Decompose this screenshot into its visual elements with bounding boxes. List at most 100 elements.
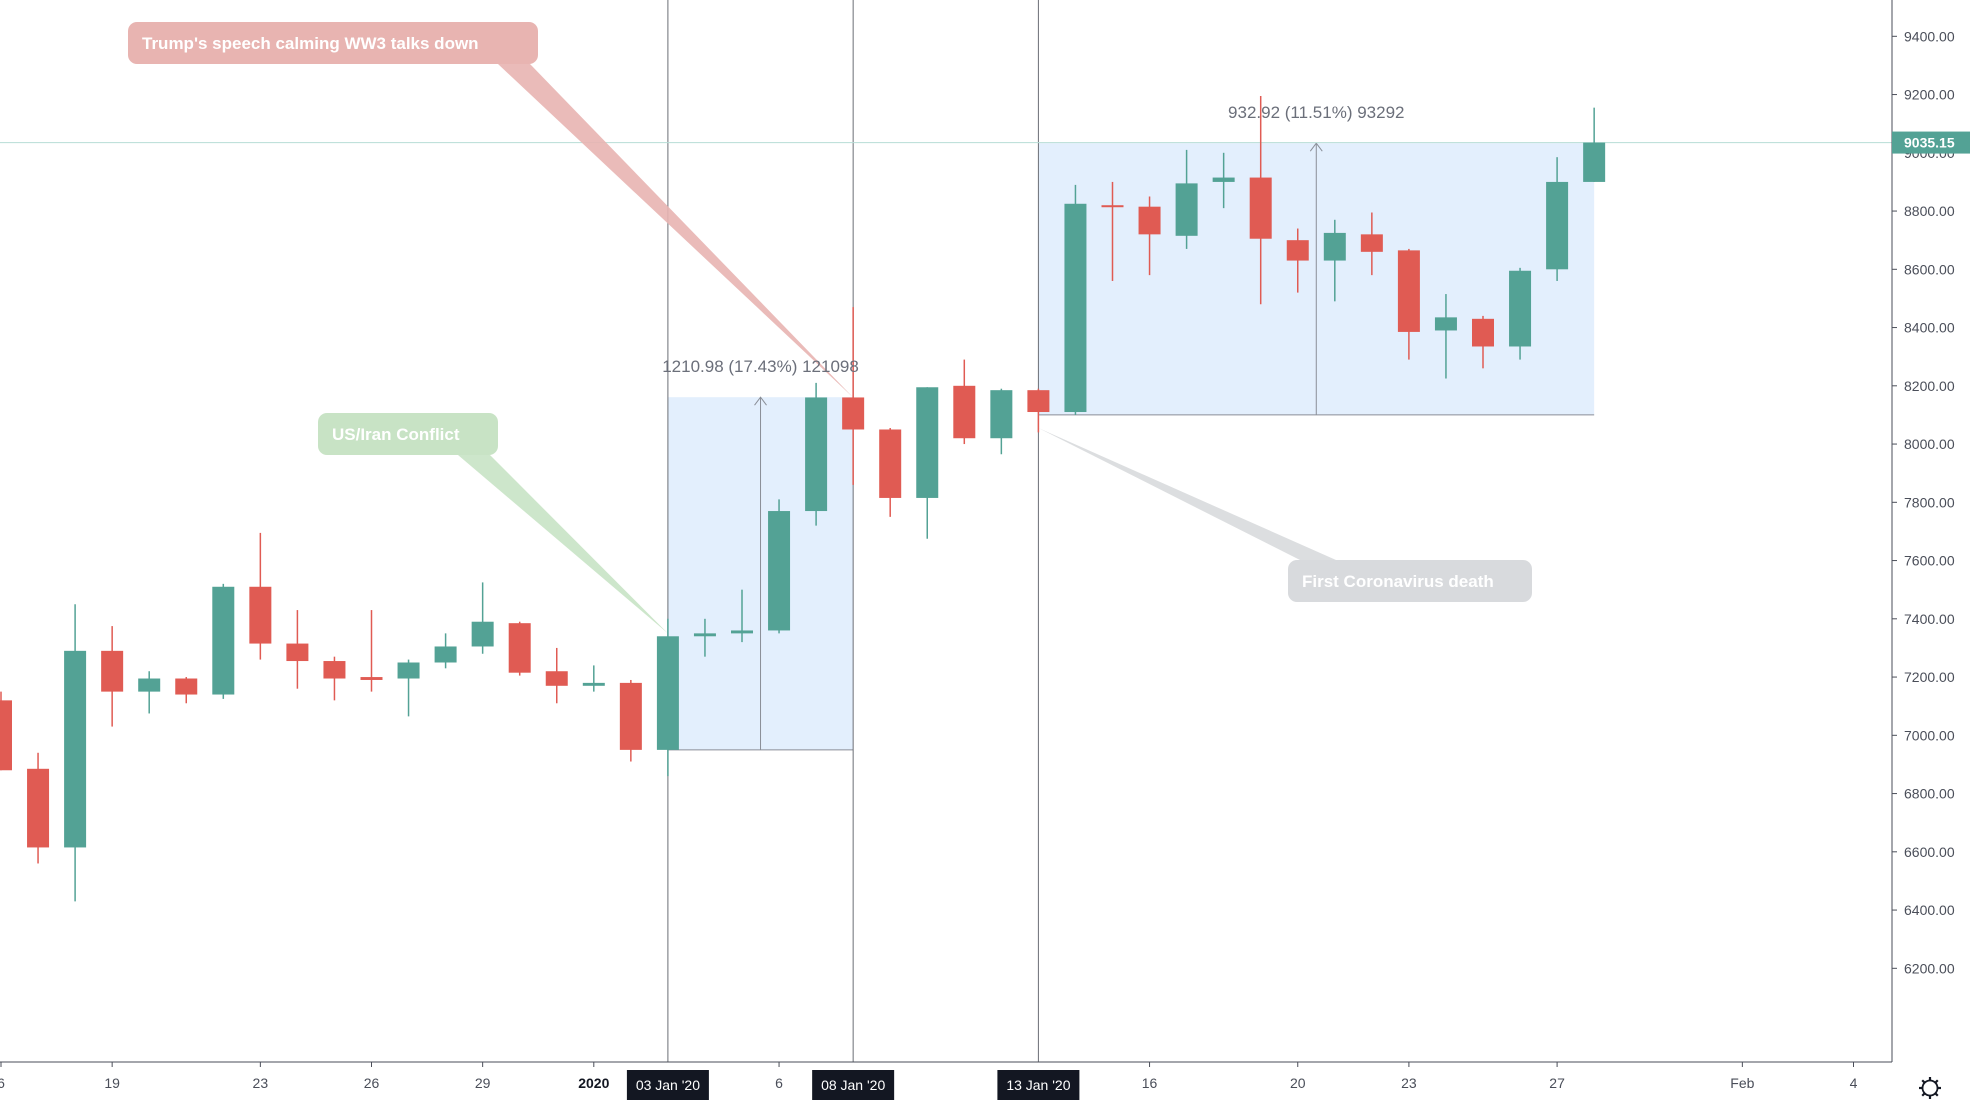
time-tick-label: 16 — [1142, 1075, 1158, 1091]
price-tick-label: 7600.00 — [1904, 553, 1955, 569]
marker-date-tag — [997, 1070, 1080, 1100]
price-tick-label: 6600.00 — [1904, 844, 1955, 860]
time-tick-label: 27 — [1549, 1075, 1565, 1091]
candle-body — [1064, 203, 1087, 413]
candle-body — [1323, 232, 1346, 261]
candle-body — [916, 387, 939, 498]
gear-ring — [1921, 1079, 1939, 1097]
time-axis[interactable]: 6 19 23 26 29 2020 6 16 20 23 27 Feb 4 03 Jan '20 08 J… — [0, 1061, 1892, 1100]
candle-body — [397, 662, 420, 679]
candle-body — [731, 630, 753, 634]
marker-date-tag — [812, 1070, 895, 1100]
price-axis[interactable]: 6200.00 6400.00 6600.00 6800.00 7000.00 7200.… — [1891, 0, 1970, 1062]
time-tick-label: 29 — [475, 1075, 491, 1091]
annotation-text: First Coronavirus death — [1302, 572, 1494, 591]
candles — [0, 96, 1606, 902]
annotation-text: US/Iran Conflict — [332, 425, 460, 444]
annotation-tails — [458, 64, 1336, 634]
annotation-text: Trump's speech calming WW3 talks down — [142, 34, 479, 53]
candle-body — [619, 682, 642, 750]
candle-body — [1434, 317, 1457, 331]
candle-body — [768, 511, 791, 631]
annotation-tail — [1038, 428, 1336, 560]
candle-body — [1249, 177, 1272, 239]
candle-body — [1101, 205, 1124, 208]
candle-body — [842, 397, 865, 430]
price-tick-label: 7000.00 — [1904, 727, 1955, 743]
annotation-box[interactable] — [1288, 560, 1532, 602]
price-tick-label: 8600.00 — [1904, 261, 1955, 277]
time-tick-label: 4 — [1850, 1075, 1858, 1091]
candle-body — [1546, 181, 1569, 270]
candle-body — [1397, 250, 1420, 332]
price-tick-label: 9400.00 — [1904, 28, 1955, 44]
time-tick-label: 19 — [104, 1075, 120, 1091]
range-labels: 1210.98 (17.43%) 121098 932.92 (11.51%) 9… — [662, 103, 1404, 376]
price-tick-label: 8800.00 — [1904, 203, 1955, 219]
marker-date-tag — [626, 1070, 709, 1100]
candle-body — [249, 586, 272, 644]
candle-body — [508, 623, 531, 673]
candle-body — [212, 586, 235, 695]
last-price-tag — [1892, 131, 1970, 154]
time-tick-label: 26 — [364, 1075, 380, 1091]
price-tick-label: 6800.00 — [1904, 786, 1955, 802]
candle-body — [1212, 177, 1235, 182]
candle-body — [1472, 318, 1494, 347]
candle-body — [1360, 234, 1383, 252]
price-tick-label: 6400.00 — [1904, 902, 1955, 918]
annotations[interactable]: Trump's speech calming WW3 talks down US/… — [128, 22, 1532, 602]
time-tick-label: 20 — [1290, 1075, 1306, 1091]
candle-body — [805, 397, 828, 512]
candle-body — [64, 650, 87, 848]
last-price-tag-label: 9035.15 — [1904, 135, 1955, 151]
candle-body — [545, 671, 568, 686]
range-label: 932.92 (11.51%) 93292 — [1228, 103, 1404, 122]
candle-body — [471, 621, 494, 647]
candle-body — [953, 385, 976, 439]
marker-date-label: 03 Jan '20 — [636, 1077, 700, 1093]
time-tick-label: 23 — [1401, 1075, 1417, 1091]
candle-body — [656, 636, 679, 750]
candle-body — [323, 661, 346, 679]
price-tick-label: 7200.00 — [1904, 669, 1955, 685]
time-tick-label: 6 — [0, 1075, 5, 1091]
candle-body — [434, 646, 457, 663]
price-tick-label: 9200.00 — [1904, 87, 1955, 103]
time-tick-label: Feb — [1730, 1075, 1754, 1091]
range-label: 1210.98 (17.43%) 121098 — [662, 357, 859, 376]
marker-date-label: 13 Jan '20 — [1006, 1077, 1070, 1093]
candle-body — [990, 390, 1013, 439]
candle-body — [286, 643, 309, 662]
price-tick-label: 7400.00 — [1904, 611, 1955, 627]
candle-body — [175, 678, 198, 695]
price-tick-label: 6200.00 — [1904, 960, 1955, 976]
candle-body — [138, 678, 161, 692]
time-tick-label: 23 — [253, 1075, 269, 1091]
candle-body — [0, 700, 12, 771]
candle-body — [879, 429, 902, 498]
price-tick-label: 8200.00 — [1904, 378, 1955, 394]
annotation-box[interactable] — [318, 413, 498, 455]
annotation-box[interactable] — [128, 22, 538, 64]
marker-date-label: 08 Jan '20 — [821, 1077, 885, 1093]
candle-body — [1138, 206, 1161, 235]
price-tick-label: 8400.00 — [1904, 320, 1955, 336]
annotation-tail — [498, 64, 854, 398]
candle-body — [1027, 390, 1050, 413]
settings-icon[interactable] — [1919, 1077, 1941, 1099]
candle-body — [1286, 240, 1309, 261]
candle-body — [101, 650, 124, 692]
range-arrow-head — [754, 396, 767, 406]
candle-body — [693, 633, 716, 637]
time-tick-label: 2020 — [578, 1075, 609, 1091]
candle-body — [27, 768, 50, 848]
annotation-tail — [458, 455, 668, 634]
time-tick-label: 6 — [775, 1075, 783, 1091]
candle-body — [360, 677, 383, 680]
price-tick-label: 7800.00 — [1904, 494, 1955, 510]
candle-body — [582, 682, 605, 686]
candle-body — [1175, 183, 1198, 236]
